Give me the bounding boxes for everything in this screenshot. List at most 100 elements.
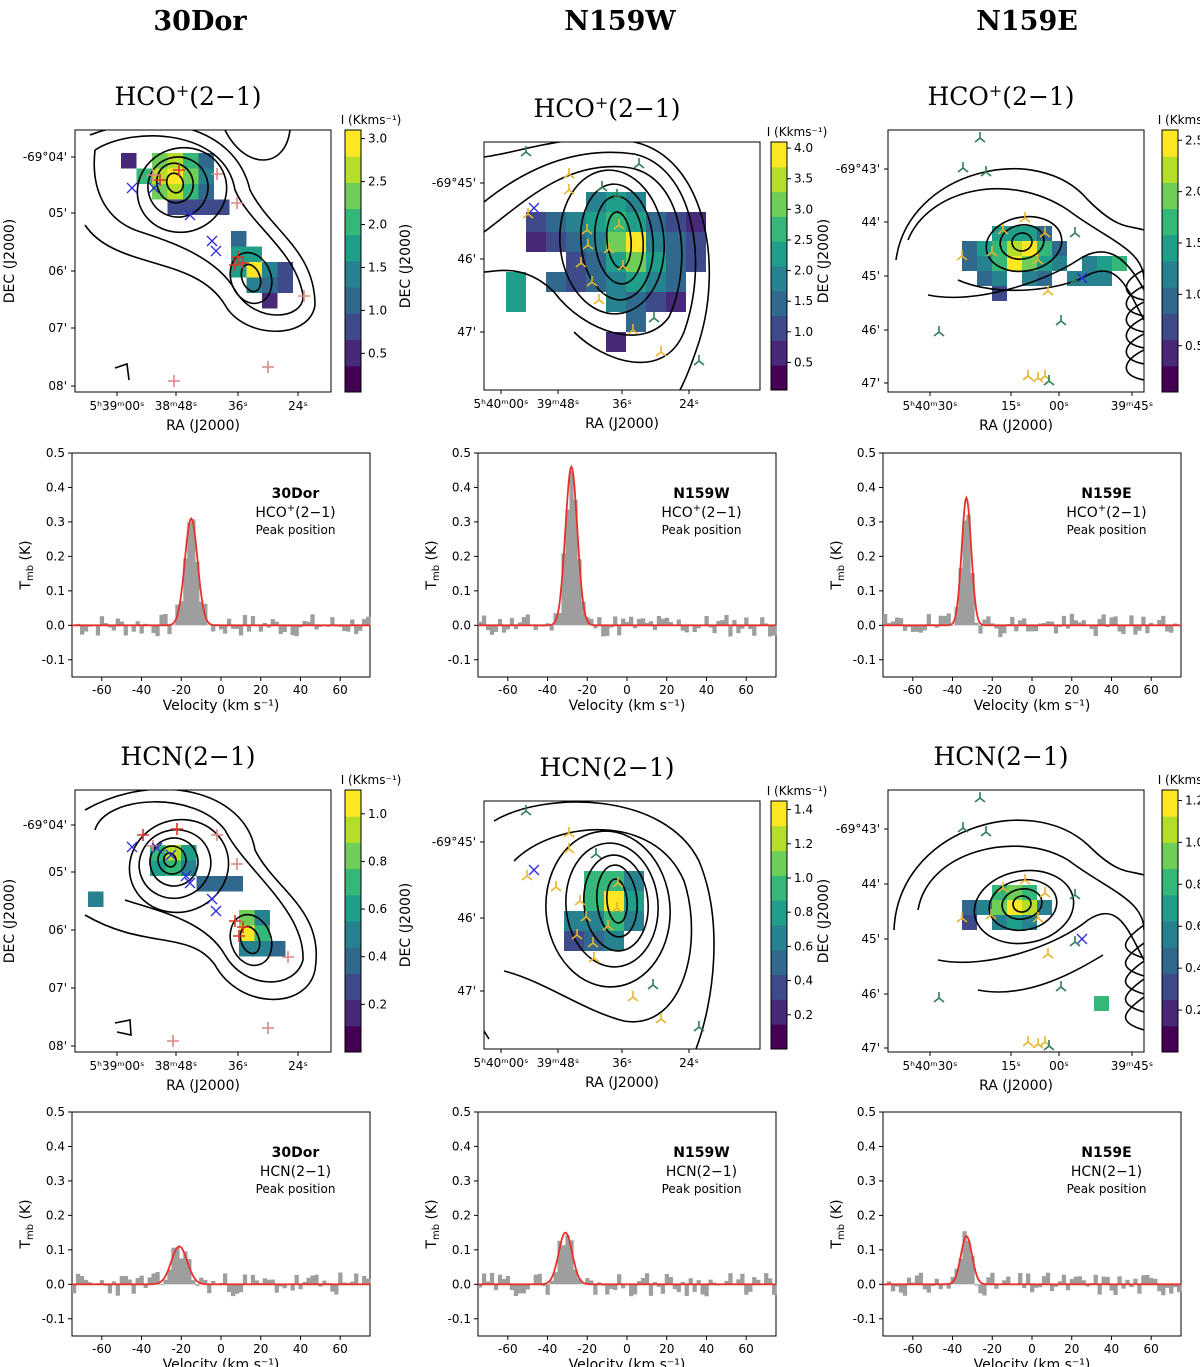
- spectrum-bar: [652, 625, 658, 631]
- spectrum-bar: [910, 625, 916, 632]
- spectrum-bar: [1133, 625, 1138, 635]
- spectrum-bar: [756, 1279, 761, 1285]
- spectrum-bar: [1018, 1272, 1023, 1285]
- spectrum-bar: [640, 1278, 646, 1285]
- spectrum-bar: [1073, 1276, 1078, 1285]
- y-tick-label: -0.1: [853, 1312, 876, 1326]
- spectrum-bar: [274, 621, 279, 626]
- spectrum-bar: [728, 625, 733, 637]
- spectrum-bar: [1030, 1284, 1035, 1293]
- colorbar-segment: [771, 875, 787, 901]
- yso-marker: [980, 166, 992, 177]
- spectrum-bar: [159, 1284, 164, 1286]
- contour: [606, 878, 628, 924]
- spectrum-bar: [290, 625, 295, 636]
- annotation-note: Peak position: [662, 523, 742, 537]
- spectrum-bar: [211, 625, 216, 632]
- spectrum-bar: [131, 625, 136, 632]
- spectrum-bar: [545, 623, 550, 626]
- spectrum-bar: [712, 625, 717, 634]
- colorbar-tick-label: 1.5: [794, 294, 813, 308]
- spectrum-bar: [573, 1269, 578, 1285]
- colorbar-frame: [344, 129, 362, 393]
- star-marker: [282, 951, 294, 963]
- spectrum-bar: [219, 625, 224, 630]
- gaussian-fit-line: [478, 464, 776, 627]
- contour: [1124, 960, 1144, 995]
- spectrum-bar: [684, 625, 689, 633]
- y-tick-label: 0.3: [46, 1174, 65, 1188]
- spectrum-bar: [481, 1273, 487, 1285]
- spectrum-bar: [95, 625, 101, 636]
- yso-marker: [1043, 375, 1055, 386]
- y-axis-label: Tmb (K): [829, 540, 847, 590]
- x-tick-label: 36ˢ: [228, 1059, 248, 1073]
- x-tick-label: 0: [217, 683, 225, 697]
- spectrum-bar: [617, 1274, 622, 1285]
- yso-marker: [563, 827, 575, 838]
- spectrum-bar: [493, 625, 499, 632]
- spectrum-bar: [1157, 1284, 1162, 1292]
- spectrum-bar: [628, 1284, 634, 1297]
- y-tick-label: 08': [48, 379, 67, 393]
- y-tick-label: 0.4: [857, 1139, 876, 1153]
- spectrum-bar: [1049, 621, 1055, 626]
- annotation-source: N159W: [673, 486, 729, 502]
- spectrum-bar: [1153, 1278, 1158, 1285]
- spectrum-bar: [262, 622, 267, 626]
- x-tick-label: -20: [171, 1342, 191, 1356]
- spectrum-bar: [1117, 1276, 1122, 1285]
- yso-marker: [693, 355, 705, 366]
- spectrum-bar: [203, 1279, 208, 1285]
- spectrum-bar: [938, 1284, 943, 1290]
- spectrum-bar: [557, 1240, 562, 1285]
- spectrum-bar: [609, 1284, 614, 1289]
- star-marker: [211, 168, 223, 180]
- map-pixel: [962, 241, 977, 256]
- map-pixel: [183, 168, 199, 184]
- yso-marker: [611, 902, 623, 913]
- spectrum-bar: [282, 625, 287, 632]
- colorbar-tick-label: 2.5: [794, 233, 813, 247]
- spectrum-bar: [1121, 1284, 1126, 1289]
- spectrum-bar: [171, 624, 176, 626]
- spectrum-bar: [222, 625, 228, 634]
- spectrum-bar: [485, 1281, 491, 1285]
- spectrum-bar: [966, 514, 971, 626]
- y-tick-label: 0.1: [452, 1243, 471, 1257]
- spectrum-bar: [716, 620, 721, 626]
- star-marker: [173, 164, 185, 176]
- contour: [503, 828, 693, 1023]
- x-tick-label: 39ᵐ45ˢ: [1111, 1059, 1154, 1073]
- spectrum-bar: [362, 1275, 367, 1285]
- yso-marker: [1039, 227, 1051, 238]
- spectrum-bar: [1173, 623, 1178, 626]
- colorbar-tick-label: 4.0: [794, 141, 813, 155]
- spectrum-bar: [242, 615, 248, 626]
- x-tick-label: 36ˢ: [612, 397, 632, 411]
- plot-frame: [882, 1111, 1182, 1337]
- spectrum-bar: [525, 1284, 530, 1290]
- colorbar-frame: [1161, 789, 1179, 1053]
- yso-marker: [574, 895, 586, 906]
- map-pixel: [1094, 996, 1109, 1011]
- colorbar-segment: [1162, 921, 1178, 948]
- yso-marker: [933, 326, 945, 337]
- y-tick-label: 0.1: [857, 1243, 876, 1257]
- map-pixel: [506, 292, 526, 312]
- spectrum-bar: [700, 1284, 705, 1295]
- contour: [565, 842, 659, 968]
- y-tick-label: 0.5: [857, 1105, 876, 1119]
- x-axis-label: Velocity (km s⁻¹): [569, 698, 686, 714]
- annotation-note: Peak position: [1067, 523, 1147, 537]
- star-marker: [184, 877, 196, 889]
- spectrum-bar: [958, 1258, 963, 1285]
- spectrum-bar: [199, 601, 204, 626]
- spectrum-bar: [266, 1279, 271, 1285]
- spectrum-bar: [668, 1277, 673, 1285]
- yso-marker: [956, 250, 968, 261]
- y-tick-label: 0.4: [452, 480, 471, 494]
- x-tick-label: 40: [293, 1342, 308, 1356]
- colorbar-segment: [1162, 156, 1178, 183]
- spectrum-bar: [966, 1240, 971, 1285]
